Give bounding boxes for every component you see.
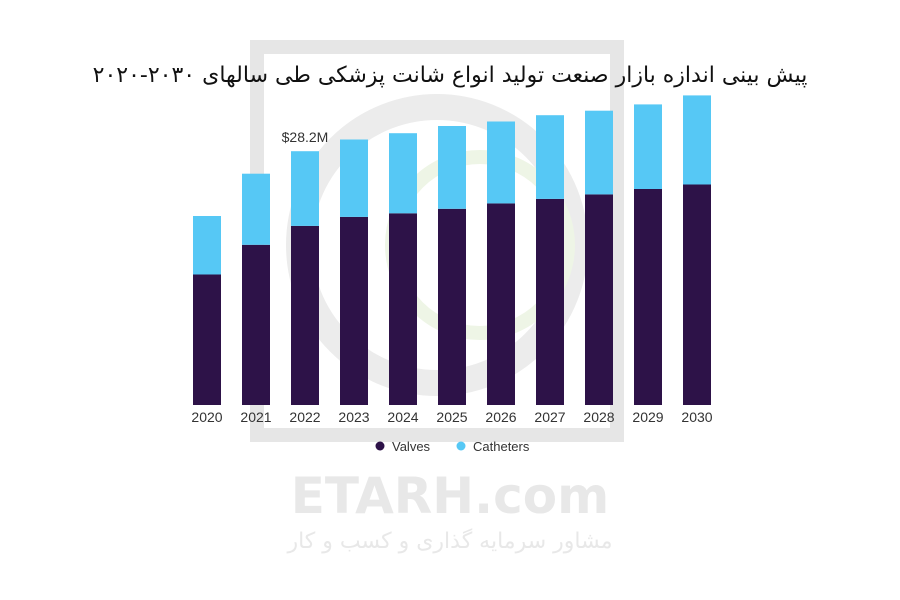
watermark-tagline: مشاور سرمایه گذاری و کسب و کار — [286, 528, 612, 554]
x-tick-label: 2030 — [681, 409, 712, 425]
legend-label-valves: Valves — [392, 439, 431, 454]
bar-valves-2020 — [193, 274, 221, 405]
chart-title: پیش بینی اندازه بازار صنعت تولید انواع ش… — [92, 63, 808, 88]
annotations-group: $28.2M — [282, 129, 329, 145]
bar-valves-2025 — [438, 208, 466, 405]
bar-catheters-2024 — [389, 133, 417, 214]
x-tick-label: 2025 — [436, 409, 467, 425]
bar-catheters-2028 — [585, 110, 613, 195]
legend-marker-catheters — [456, 441, 466, 451]
bar-catheters-2029 — [634, 104, 662, 189]
x-axis-ticks: 2020 2021 2022 2023 2024 2025 2026 2027 2028 2029… — [191, 409, 712, 425]
legend-label-catheters: Catheters — [473, 439, 530, 454]
bar-valves-2029 — [634, 189, 662, 405]
x-tick-label: 2020 — [191, 409, 222, 425]
bars-group — [193, 95, 711, 405]
x-tick-label: 2023 — [338, 409, 369, 425]
x-tick-label: 2029 — [632, 409, 663, 425]
x-tick-label: 2024 — [387, 409, 418, 425]
bar-valves-2022 — [291, 225, 319, 405]
watermark-brand: ETARH.com — [291, 467, 610, 525]
bar-valves-2024 — [389, 213, 417, 405]
legend-marker-valves — [375, 441, 385, 451]
x-tick-label: 2022 — [289, 409, 320, 425]
bar-catheters-2027 — [536, 115, 564, 199]
x-tick-label: 2021 — [240, 409, 271, 425]
x-tick-label: 2028 — [583, 409, 614, 425]
bar-valves-2030 — [683, 184, 711, 405]
bar-valves-2023 — [340, 216, 368, 405]
x-tick-label: 2027 — [534, 409, 565, 425]
bar-valves-2028 — [585, 194, 613, 405]
legend: Valves Catheters — [375, 439, 530, 454]
bar-valves-2027 — [536, 198, 564, 405]
bar-valves-2021 — [242, 244, 270, 405]
bar-catheters-2023 — [340, 139, 368, 217]
bar-valves-2026 — [487, 203, 515, 405]
bar-catheters-2020 — [193, 216, 221, 275]
bar-catheters-2025 — [438, 126, 466, 209]
bar-catheters-2030 — [683, 95, 711, 185]
x-tick-label: 2026 — [485, 409, 516, 425]
bar-catheters-2021 — [242, 173, 270, 245]
bar-catheters-2026 — [487, 121, 515, 204]
data-label-2022: $28.2M — [282, 129, 329, 145]
bar-catheters-2022 — [291, 151, 319, 226]
